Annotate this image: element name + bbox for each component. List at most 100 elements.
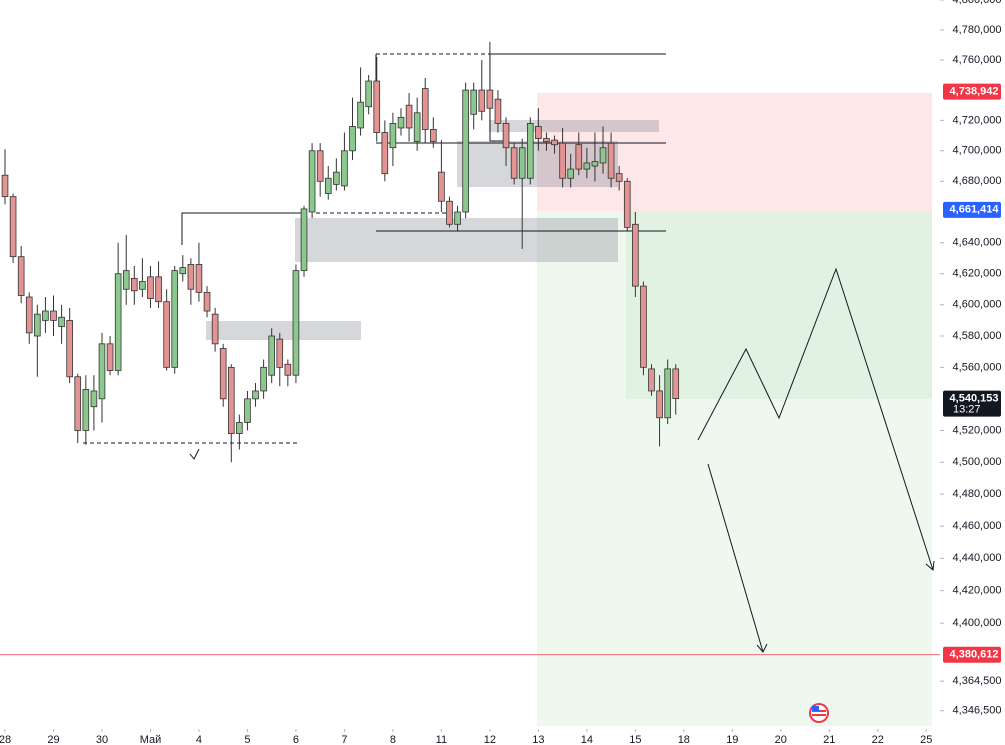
price-label: 4,540,153 <box>950 392 999 404</box>
candle-body <box>300 208 308 272</box>
y-tick-label: 4,680,000 <box>953 175 1002 187</box>
candle-body <box>74 376 82 431</box>
y-tick-label: 4,560,000 <box>953 361 1002 373</box>
arrow-head <box>756 643 768 653</box>
candle-body <box>567 168 575 179</box>
candle-body <box>66 319 73 378</box>
candle-body <box>187 264 195 290</box>
x-tick-label: 22 <box>872 734 884 745</box>
y-tick-label: 4,600,000 <box>953 299 1002 311</box>
candle-body <box>494 98 502 124</box>
candle-body <box>219 348 227 400</box>
candle-body <box>106 343 114 371</box>
y-tick-label: 4,460,000 <box>953 520 1002 532</box>
candle-body <box>98 343 106 400</box>
projection-path <box>697 267 934 571</box>
x-tick-label: 14 <box>581 734 593 745</box>
time-axis-bg <box>0 729 940 745</box>
y-tick-label: 4,500,000 <box>953 456 1002 468</box>
candle-body <box>324 177 332 194</box>
candle-body <box>672 368 680 399</box>
candle-body <box>446 200 453 225</box>
candle-body <box>50 310 57 321</box>
y-tick-label: 4,640,000 <box>953 237 1002 249</box>
y-tick-label: 4,760,000 <box>953 54 1002 66</box>
candle-body <box>510 147 518 179</box>
candle-body <box>623 180 631 228</box>
y-tick-label: 4,420,000 <box>953 585 1002 597</box>
x-tick-label: 7 <box>341 734 347 745</box>
candle-body <box>454 211 461 225</box>
candle-body <box>9 196 17 258</box>
candle-body <box>470 89 478 115</box>
candle-body <box>438 171 445 202</box>
candle-body <box>615 173 623 182</box>
candle-body <box>526 123 534 179</box>
candle-body <box>114 273 122 371</box>
flag-icon <box>809 703 829 723</box>
target-zone-inner <box>626 211 932 399</box>
candle-body <box>147 276 154 299</box>
x-tick-label: 13 <box>532 734 544 745</box>
y-tick-label: 4,364,500 <box>953 675 1002 687</box>
candle-body <box>405 104 413 129</box>
y-tick-label: 4,800,000 <box>953 0 1002 6</box>
candle-body <box>397 116 405 129</box>
zone-box <box>206 321 361 340</box>
candle-body <box>648 368 655 392</box>
candle-body <box>365 80 372 108</box>
x-tick-label: 4 <box>196 734 202 745</box>
candle-body <box>341 150 348 187</box>
candle-body <box>171 270 179 368</box>
candle-body <box>308 150 316 213</box>
x-tick-label: 18 <box>678 734 690 745</box>
candle-body <box>583 162 591 170</box>
zone-box <box>489 120 659 132</box>
candle-body <box>58 316 65 328</box>
candle-body <box>122 270 130 290</box>
x-tick-label: 21 <box>823 734 835 745</box>
x-tick-label: 6 <box>293 734 299 745</box>
candle-body <box>227 366 235 435</box>
candle-body <box>349 126 356 152</box>
candle-body <box>591 161 599 167</box>
candle-body <box>1 174 9 198</box>
candle-body <box>316 150 324 182</box>
price-label: 4,380,612 <box>950 649 999 661</box>
candle-body <box>17 256 25 296</box>
candle-body <box>260 366 267 392</box>
x-tick-label: 11 <box>436 734 447 745</box>
candle-body <box>155 276 162 303</box>
candle-body <box>664 368 671 419</box>
candle-body <box>357 101 364 129</box>
candle-body <box>42 310 49 321</box>
candle-body <box>203 291 211 312</box>
x-tick-label: 8 <box>390 734 396 745</box>
candle-body <box>139 281 146 290</box>
candle-body <box>632 223 639 287</box>
candle-body <box>599 147 607 164</box>
x-tick-label: 12 <box>484 734 496 745</box>
candle-body <box>413 112 421 143</box>
candle-body <box>284 363 292 376</box>
candle-body <box>575 144 583 170</box>
price-label-bg <box>943 646 1001 663</box>
price-label: 4,738,942 <box>950 86 999 98</box>
candle-body <box>551 139 558 146</box>
price-label: 4,661,414 <box>950 204 1000 216</box>
candle-body <box>82 388 90 431</box>
candle-body <box>333 171 340 185</box>
y-tick-label: 4,346,500 <box>953 705 1002 717</box>
price-label-time: 13:27 <box>953 403 981 415</box>
candle-body <box>478 89 486 112</box>
candle-body <box>502 123 510 149</box>
candle-body <box>559 142 566 179</box>
y-tick-label: 4,580,000 <box>953 330 1002 342</box>
x-tick-label: 20 <box>775 734 787 745</box>
y-tick-label: 4,480,000 <box>953 488 1002 500</box>
x-tick-label: Май <box>140 734 162 745</box>
arrow-head <box>925 560 935 571</box>
candle-body <box>640 285 647 368</box>
candle-body <box>373 80 381 133</box>
